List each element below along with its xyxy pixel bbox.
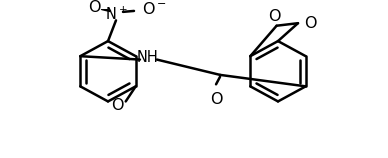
Text: O$^-$: O$^-$	[142, 1, 167, 17]
Text: O: O	[268, 9, 281, 24]
Text: N$^+$: N$^+$	[105, 6, 127, 23]
Text: O: O	[304, 16, 317, 31]
Text: O: O	[111, 98, 124, 113]
Text: O: O	[88, 0, 100, 15]
Text: NH: NH	[137, 50, 159, 65]
Text: O: O	[210, 92, 222, 107]
